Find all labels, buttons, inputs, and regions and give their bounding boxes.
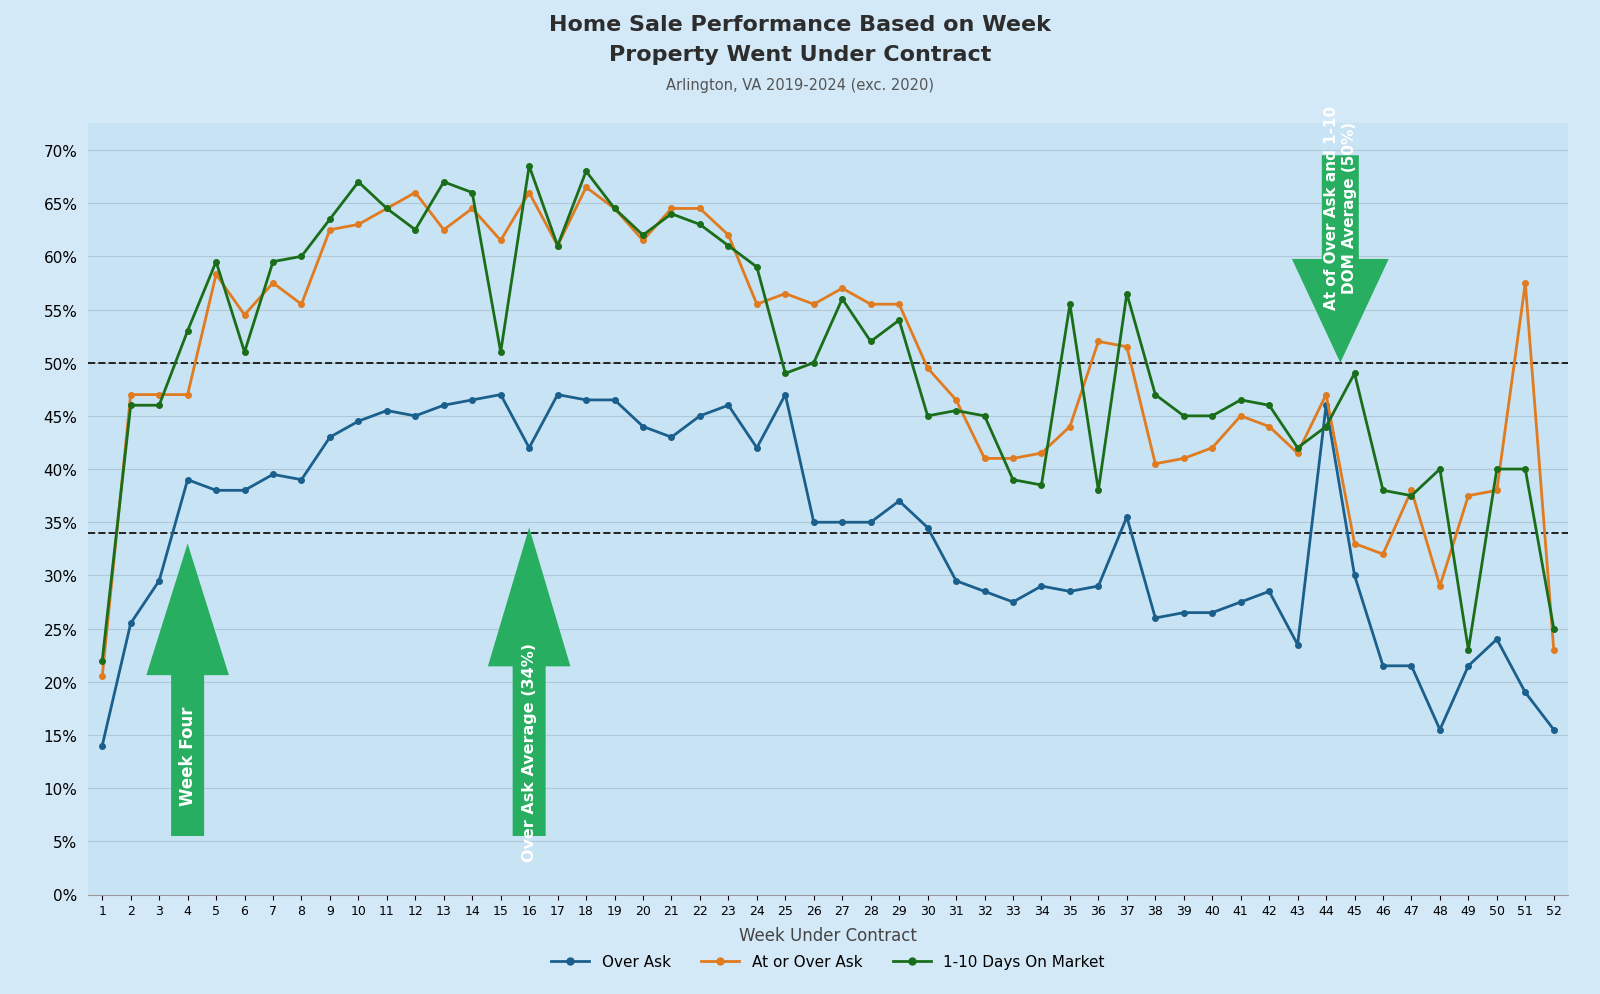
Over Ask xyxy=(1061,585,1080,597)
Over Ask xyxy=(206,485,226,497)
Over Ask xyxy=(93,740,112,751)
At or Over Ask xyxy=(634,236,653,248)
Polygon shape xyxy=(488,528,571,836)
Polygon shape xyxy=(146,544,229,836)
At or Over Ask xyxy=(1061,421,1080,433)
Line: At or Over Ask: At or Over Ask xyxy=(99,185,1557,680)
Text: Property Went Under Contract: Property Went Under Contract xyxy=(610,45,990,65)
Line: Over Ask: Over Ask xyxy=(99,393,1557,748)
Over Ask xyxy=(634,421,653,433)
At or Over Ask xyxy=(1003,453,1022,465)
Line: 1-10 Days On Market: 1-10 Days On Market xyxy=(99,164,1557,664)
Over Ask xyxy=(805,517,824,529)
1-10 Days On Market xyxy=(805,358,824,370)
Over Ask xyxy=(1544,724,1563,736)
At or Over Ask xyxy=(805,299,824,311)
X-axis label: Week Under Contract: Week Under Contract xyxy=(739,925,917,943)
1-10 Days On Market xyxy=(1061,299,1080,311)
1-10 Days On Market xyxy=(520,161,539,173)
Text: At of Over Ask and 1-10
DOM Average (50%): At of Over Ask and 1-10 DOM Average (50%… xyxy=(1325,106,1357,310)
At or Over Ask xyxy=(93,671,112,683)
At or Over Ask xyxy=(1459,490,1478,502)
Polygon shape xyxy=(1291,156,1389,364)
1-10 Days On Market xyxy=(93,655,112,667)
1-10 Days On Market xyxy=(1544,623,1563,635)
Text: Home Sale Performance Based on Week: Home Sale Performance Based on Week xyxy=(549,15,1051,35)
1-10 Days On Market xyxy=(1003,474,1022,486)
Over Ask xyxy=(1003,596,1022,608)
Over Ask xyxy=(1459,660,1478,672)
At or Over Ask xyxy=(206,269,226,281)
1-10 Days On Market xyxy=(206,256,226,268)
Text: Arlington, VA 2019-2024 (exc. 2020): Arlington, VA 2019-2024 (exc. 2020) xyxy=(666,78,934,92)
Text: Week Four: Week Four xyxy=(179,706,197,805)
1-10 Days On Market xyxy=(1459,644,1478,656)
Text: Over Ask Average (34%): Over Ask Average (34%) xyxy=(522,642,536,861)
1-10 Days On Market xyxy=(634,230,653,242)
Legend: Over Ask, At or Over Ask, 1-10 Days On Market: Over Ask, At or Over Ask, 1-10 Days On M… xyxy=(546,948,1110,975)
Over Ask xyxy=(491,390,510,402)
At or Over Ask xyxy=(1544,644,1563,656)
At or Over Ask xyxy=(576,182,595,194)
